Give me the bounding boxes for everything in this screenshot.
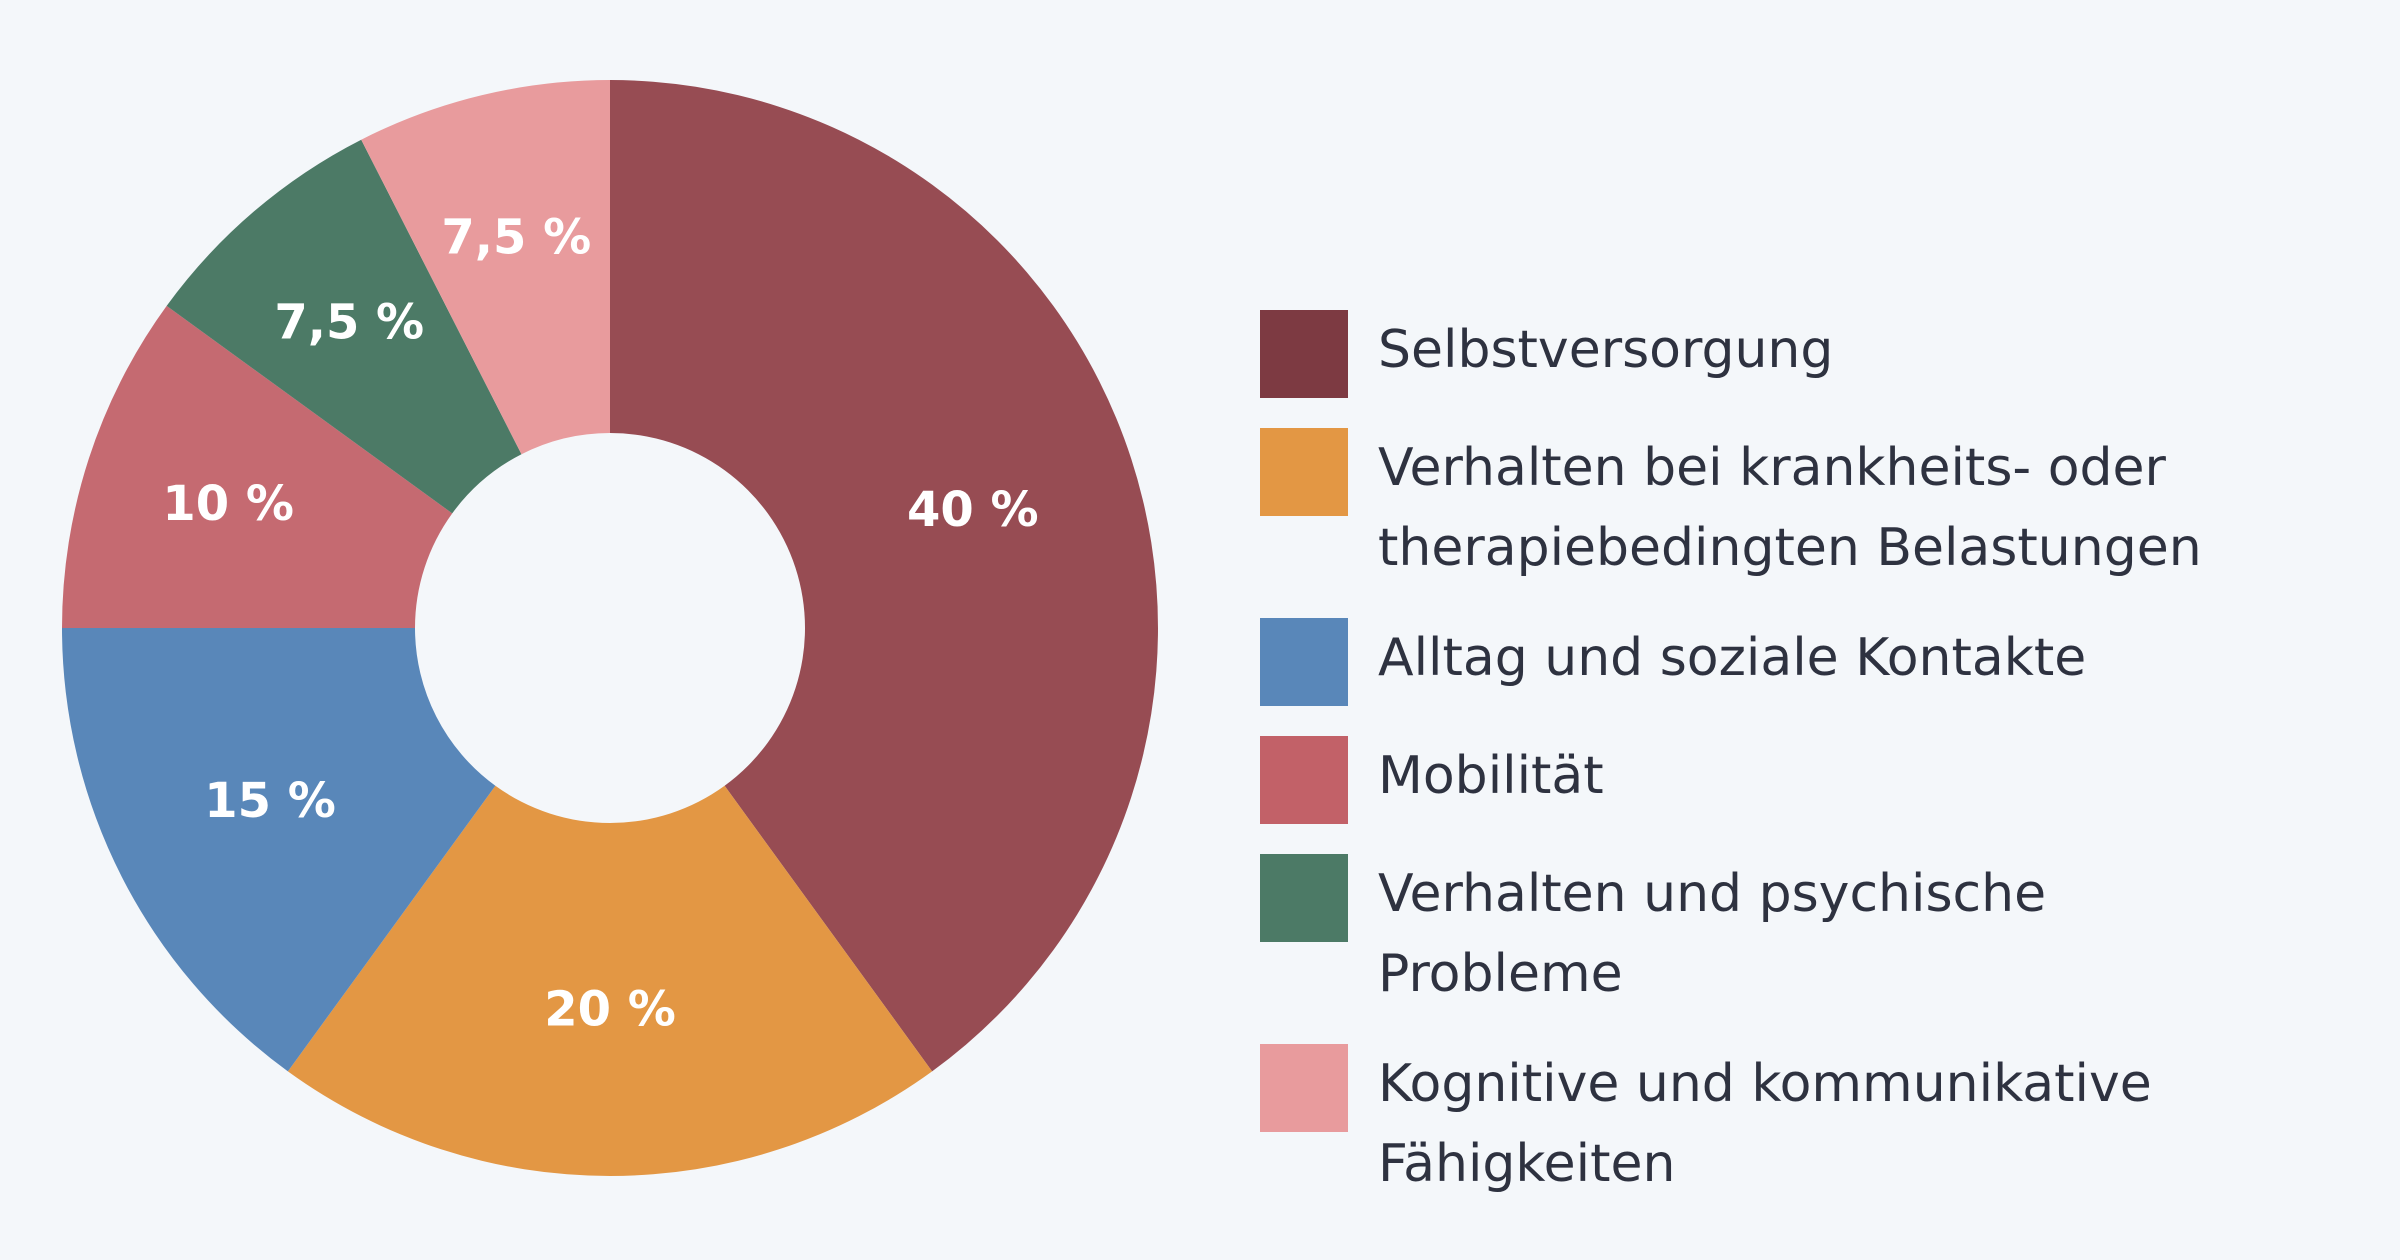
legend-swatch [1260, 310, 1348, 398]
slice-value-label: 15 % [204, 773, 336, 829]
donut-chart-plot: 40 % 20 % 15 % 10 % 7,5 % 7,5 % [62, 80, 1158, 1176]
legend-swatch [1260, 428, 1348, 516]
slice-value-label: 40 % [907, 482, 1039, 538]
legend-swatch [1260, 618, 1348, 706]
donut-slice [287, 785, 933, 1176]
donut-slice [62, 305, 453, 628]
donut-slice [62, 628, 496, 1072]
legend-label: Mobilität [1378, 746, 1604, 806]
slice-value-label: 7,5 % [274, 295, 424, 351]
legend-label: Kognitive und kommunikative Fähigkeiten [1378, 1054, 2152, 1194]
legend-item-mobilitaet: Mobilität [1260, 736, 2380, 824]
legend-label: Selbstversorgung [1378, 320, 1834, 380]
slice-value-label: 7,5 % [441, 210, 591, 266]
donut-slice [610, 80, 1158, 1072]
legend-label: Verhalten bei krankheits- oder therapieb… [1378, 438, 2202, 578]
legend-swatch [1260, 854, 1348, 942]
legend-item-kognitive-faehigkeiten: Kognitive und kommunikative Fähigkeiten [1260, 1044, 2380, 1204]
legend-item-psychische-probleme: Verhalten und psychische Probleme [1260, 854, 2380, 1014]
chart-legend: Selbstversorgung Verhalten bei krankheit… [1260, 310, 2380, 1234]
legend-swatch [1260, 736, 1348, 824]
slice-value-label: 20 % [544, 982, 676, 1038]
donut-slice [166, 139, 522, 514]
legend-swatch [1260, 1044, 1348, 1132]
donut-slice [361, 80, 610, 455]
legend-item-selbstversorgung: Selbstversorgung [1260, 310, 2380, 398]
legend-item-alltag-kontakte: Alltag und soziale Kontakte [1260, 618, 2380, 706]
legend-label: Alltag und soziale Kontakte [1378, 628, 2087, 688]
legend-item-verhalten-belastungen: Verhalten bei krankheits- oder therapieb… [1260, 428, 2380, 588]
legend-label: Verhalten und psychische Probleme [1378, 864, 2047, 1004]
slice-value-label: 10 % [162, 476, 294, 532]
